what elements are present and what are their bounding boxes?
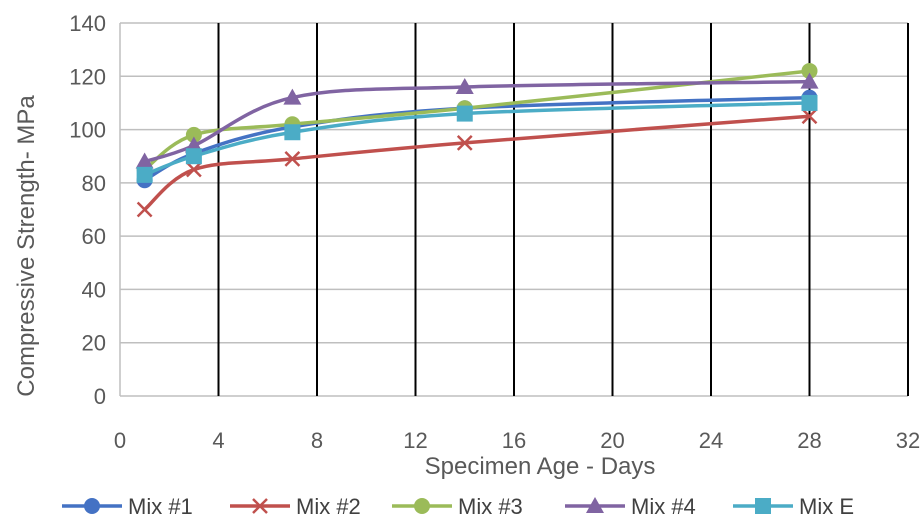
legend: Mix #1 Mix #2 Mix #3 Mix #4 Mix E bbox=[62, 494, 854, 519]
y-tick-label: 40 bbox=[82, 277, 106, 302]
legend-label: Mix E bbox=[799, 494, 854, 519]
x-tick-label: 24 bbox=[699, 428, 723, 453]
data-point-mix-2 bbox=[136, 201, 153, 218]
x-tick-label: 20 bbox=[600, 428, 624, 453]
series-line-mix-4 bbox=[144, 79, 810, 164]
data-point-mix-3 bbox=[185, 126, 202, 143]
y-tick-label: 100 bbox=[69, 118, 106, 143]
data-point-mix-e bbox=[456, 105, 473, 122]
legend-marker bbox=[84, 498, 100, 514]
series-mix-e bbox=[136, 94, 818, 183]
legend-label: Mix #2 bbox=[296, 494, 361, 519]
legend-item-mix-1: Mix #1 bbox=[62, 494, 193, 519]
legend-label: Mix #3 bbox=[458, 494, 523, 519]
legend-marker bbox=[586, 497, 604, 513]
data-point-mix-3 bbox=[801, 62, 818, 79]
legend-item-mix-e: Mix E bbox=[733, 494, 854, 519]
data-point-mix-e bbox=[801, 94, 818, 111]
legend-label: Mix #4 bbox=[631, 494, 696, 519]
series-line-mix-1 bbox=[143, 95, 810, 182]
x-tick-label: 16 bbox=[502, 428, 526, 453]
data-point-mix-e bbox=[284, 124, 301, 141]
y-tick-label: 80 bbox=[82, 171, 106, 196]
series-mix-2 bbox=[136, 108, 818, 218]
legend-item-mix-3: Mix #3 bbox=[392, 494, 523, 519]
tick-labels: 0 20 40 60 80 100 120 140 0 4 8 12 16 20 24 28 32 bbox=[69, 11, 920, 453]
x-tick-label: 8 bbox=[311, 428, 323, 453]
y-tick-label: 140 bbox=[69, 11, 106, 36]
x-tick-label: 32 bbox=[896, 428, 920, 453]
data-point-mix-2 bbox=[185, 161, 202, 178]
grid-lines bbox=[119, 22, 909, 397]
x-tick-label: 4 bbox=[212, 428, 224, 453]
data-point-mix-2 bbox=[284, 150, 301, 167]
x-tick-label: 12 bbox=[403, 428, 427, 453]
data-point-mix-4 bbox=[455, 77, 474, 94]
y-tick-label: 120 bbox=[69, 64, 106, 89]
x-axis-title: Specimen Age - Days bbox=[425, 453, 656, 480]
y-tick-label: 20 bbox=[82, 331, 106, 356]
data-point-mix-e bbox=[185, 148, 202, 165]
data-point-mix-4 bbox=[135, 152, 154, 169]
x-tick-label: 28 bbox=[797, 428, 821, 453]
x-tick-label: 0 bbox=[114, 428, 126, 453]
y-tick-label: 60 bbox=[82, 224, 106, 249]
legend-marker bbox=[755, 498, 771, 514]
legend-item-mix-4: Mix #4 bbox=[565, 494, 696, 519]
legend-marker bbox=[414, 498, 430, 514]
y-axis-title: Compressive Strength- MPa bbox=[13, 95, 40, 397]
data-point-mix-4 bbox=[800, 72, 819, 89]
y-tick-label: 0 bbox=[94, 384, 106, 409]
data-point-mix-4 bbox=[283, 88, 302, 105]
data-point-mix-2 bbox=[801, 108, 818, 125]
series-layer bbox=[135, 62, 819, 218]
series-mix-4 bbox=[135, 72, 819, 169]
legend-label: Mix #1 bbox=[128, 494, 193, 519]
legend-marker bbox=[252, 498, 268, 514]
data-point-mix-e bbox=[136, 166, 153, 183]
data-point-mix-2 bbox=[456, 135, 473, 151]
legend-item-mix-2: Mix #2 bbox=[230, 494, 361, 519]
